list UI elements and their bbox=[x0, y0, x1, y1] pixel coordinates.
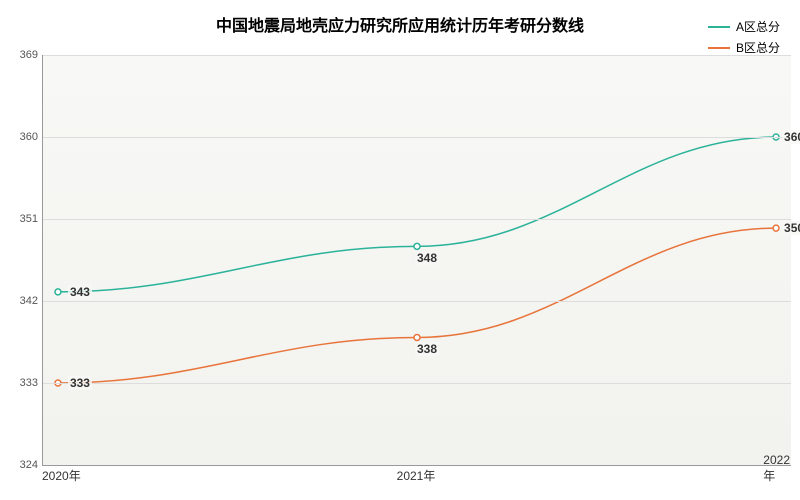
data-label: 338 bbox=[415, 342, 439, 356]
legend: A区总分 B区总分 bbox=[708, 18, 780, 60]
data-label: 350 bbox=[782, 221, 800, 235]
gridline bbox=[43, 137, 791, 138]
series-line bbox=[58, 137, 776, 292]
plot-area: 343348360333338350 bbox=[42, 55, 791, 466]
data-point bbox=[55, 289, 61, 295]
gridline bbox=[43, 219, 791, 220]
data-point bbox=[414, 334, 420, 340]
y-tick-label: 333 bbox=[20, 377, 38, 389]
y-tick-label: 369 bbox=[20, 49, 38, 61]
y-tick-label: 351 bbox=[20, 213, 38, 225]
data-label: 348 bbox=[415, 251, 439, 265]
gridline bbox=[43, 383, 791, 384]
gridline bbox=[43, 55, 791, 56]
legend-item: B区总分 bbox=[708, 39, 780, 56]
x-tick-label: 2021年 bbox=[397, 467, 436, 484]
data-label: 333 bbox=[68, 376, 92, 390]
legend-label: B区总分 bbox=[736, 39, 780, 56]
chart-container: 中国地震局地壳应力研究所应用统计历年考研分数线 A区总分 B区总分 343 348… bbox=[0, 0, 800, 500]
gridline bbox=[43, 301, 791, 302]
y-tick-label: 324 bbox=[20, 459, 38, 471]
data-point bbox=[414, 243, 420, 249]
legend-swatch-b bbox=[708, 47, 730, 49]
legend-item: A区总分 bbox=[708, 18, 780, 35]
legend-swatch-a bbox=[708, 26, 730, 28]
chart-title: 中国地震局地壳应力研究所应用统计历年考研分数线 bbox=[216, 12, 584, 36]
y-tick-label: 342 bbox=[20, 295, 38, 307]
y-tick-label: 360 bbox=[20, 131, 38, 143]
data-point bbox=[773, 225, 779, 231]
data-label: 360 bbox=[782, 130, 800, 144]
data-label: 343 bbox=[68, 285, 92, 299]
legend-label: A区总分 bbox=[736, 18, 780, 35]
x-tick-label: 2022年 bbox=[763, 453, 790, 484]
x-tick-label: 2020年 bbox=[42, 467, 81, 484]
